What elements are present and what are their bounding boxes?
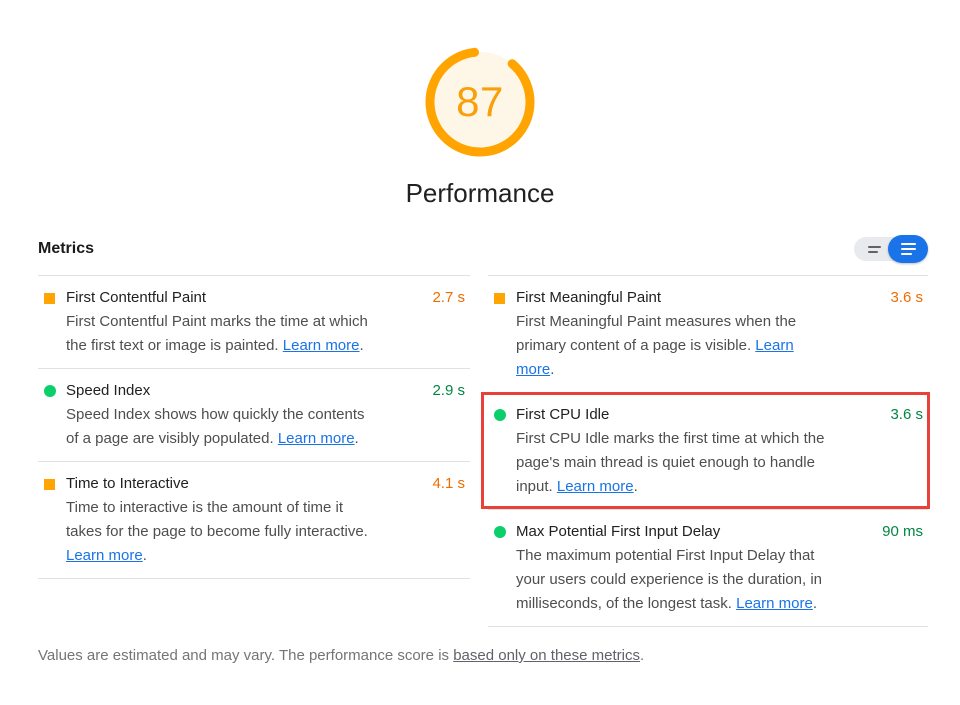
metric-description-text: First CPU Idle marks the first time at w… bbox=[516, 430, 825, 495]
learn-more-link[interactable]: Learn more bbox=[556, 478, 634, 495]
metric-max-potential-first-input-delay: Max Potential First Input Delay 90 ms Th… bbox=[488, 509, 928, 626]
learn-more-link[interactable]: Learn more bbox=[516, 337, 794, 378]
metric-first-meaningful-paint: First Meaningful Paint 3.6 s First Meani… bbox=[488, 275, 928, 392]
metric-description: Speed Index shows how quickly the conten… bbox=[66, 403, 378, 451]
period: . bbox=[142, 547, 147, 564]
metric-title: Max Potential First Input Delay bbox=[516, 523, 721, 540]
metrics-column-left: First Contentful Paint 2.7 s First Conte… bbox=[38, 275, 470, 579]
metric-description-text: First Contentful Paint marks the time at… bbox=[66, 313, 368, 354]
metric-value: 4.1 s bbox=[432, 475, 465, 492]
learn-more-link[interactable]: Learn more bbox=[282, 337, 360, 354]
metric-description-text: The maximum potential First Input Delay … bbox=[516, 547, 823, 612]
metric-description: First CPU Idle marks the first time at w… bbox=[516, 427, 828, 499]
metric-value: 90 ms bbox=[882, 523, 923, 540]
metric-description-text: Speed Index shows how quickly the conten… bbox=[66, 406, 365, 447]
learn-more-link[interactable]: Learn more bbox=[277, 430, 355, 447]
orange-square-icon bbox=[44, 478, 55, 490]
metric-value: 2.9 s bbox=[432, 382, 465, 399]
metrics-heading: Metrics bbox=[38, 240, 95, 257]
metric-description: The maximum potential First Input Delay … bbox=[516, 544, 828, 616]
metric-description-text: First Meaningful Paint measures when the… bbox=[516, 313, 797, 354]
learn-more-link[interactable]: Learn more bbox=[66, 547, 143, 564]
metrics-column-right: First Meaningful Paint 3.6 s First Meani… bbox=[481, 275, 930, 627]
metric-first-contentful-paint: First Contentful Paint 2.7 s First Conte… bbox=[38, 275, 470, 368]
orange-square-icon bbox=[44, 292, 55, 304]
metrics-header: Metrics bbox=[38, 235, 928, 263]
category-title: Performance bbox=[405, 178, 555, 208]
metric-title: Speed Index bbox=[66, 382, 151, 399]
metric-description: First Contentful Paint marks the time at… bbox=[66, 310, 378, 358]
estimate-disclaimer: Values are estimated and may vary. The p… bbox=[38, 645, 928, 667]
metric-title: Time to Interactive bbox=[66, 475, 189, 492]
period: . bbox=[359, 337, 364, 354]
metric-time-to-interactive: Time to Interactive 4.1 s Time to intera… bbox=[38, 461, 470, 578]
gauge-arc-icon bbox=[425, 47, 535, 157]
scoring-link[interactable]: based only on these metrics bbox=[453, 647, 640, 664]
period: . bbox=[812, 595, 818, 612]
period: . bbox=[639, 647, 645, 664]
metric-description-text: Time to interactive is the amount of tim… bbox=[66, 499, 368, 540]
descriptions-toggle[interactable] bbox=[854, 235, 928, 263]
green-circle-icon bbox=[44, 385, 56, 397]
metric-first-cpu-idle: First CPU Idle 3.6 s First CPU Idle mark… bbox=[481, 392, 930, 509]
period: . bbox=[354, 430, 359, 447]
performance-score-gauge: 87 bbox=[424, 46, 536, 158]
metric-description: First Meaningful Paint measures when the… bbox=[516, 310, 828, 382]
metric-value: 2.7 s bbox=[432, 289, 465, 306]
long-lines-icon bbox=[900, 240, 916, 258]
metric-speed-index: Speed Index 2.9 s Speed Index shows how … bbox=[38, 368, 470, 461]
period: . bbox=[633, 478, 638, 495]
performance-score-value: 87 bbox=[456, 78, 504, 125]
disclaimer-text: Values are estimated and may vary. The p… bbox=[38, 647, 450, 664]
green-circle-icon bbox=[494, 526, 506, 538]
metric-title: First CPU Idle bbox=[516, 406, 610, 423]
green-circle-icon bbox=[494, 409, 506, 421]
learn-more-link[interactable]: Learn more bbox=[736, 595, 813, 612]
expand-descriptions-button[interactable] bbox=[888, 235, 928, 263]
metric-value: 3.6 s bbox=[890, 406, 923, 423]
metric-value: 3.6 s bbox=[890, 289, 923, 306]
metric-title: First Contentful Paint bbox=[66, 289, 207, 306]
short-lines-icon bbox=[867, 243, 881, 256]
orange-square-icon bbox=[494, 292, 505, 304]
metric-description: Time to interactive is the amount of tim… bbox=[66, 496, 378, 568]
metrics-section: Metrics First Contentful Paint 2.7 s Fir… bbox=[0, 235, 960, 667]
score-header: 87 Performance bbox=[0, 0, 960, 209]
collapse-descriptions-button[interactable] bbox=[854, 237, 894, 261]
period: . bbox=[550, 361, 555, 378]
metrics-columns: First Contentful Paint 2.7 s First Conte… bbox=[38, 275, 930, 627]
metric-title: First Meaningful Paint bbox=[516, 289, 662, 306]
